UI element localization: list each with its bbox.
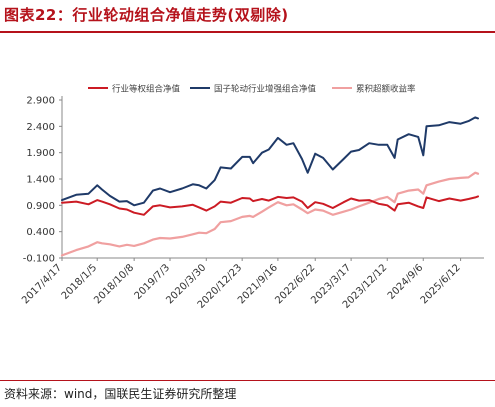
- x-tick-label: 2018/10/8: [92, 262, 136, 306]
- y-tick-label: 1.400: [26, 175, 55, 186]
- x-tick-label: 2017/4/17: [20, 262, 64, 306]
- title-rule: [0, 31, 495, 33]
- line-chart: -0.100 0.400 0.900 1.400 1.900 2.400 2.900 2017…: [20, 84, 484, 311]
- series-line-0: [61, 195, 479, 216]
- y-tick-label: 0.900: [26, 201, 55, 212]
- y-tick-label: 1.900: [26, 148, 55, 159]
- series-line-1: [61, 116, 479, 207]
- figure-source: 资料来源：wind，国联民生证券研究所整理: [4, 387, 237, 401]
- series-line-2: [60, 171, 480, 257]
- x-tick-label: 2025/6/12: [419, 262, 463, 306]
- y-tick-label: 2.400: [26, 122, 55, 133]
- chart-area: -0.100 0.400 0.900 1.400 1.900 2.400 2.900 2017…: [0, 76, 495, 376]
- legend-label-1: 国子轮动行业增强组合净值: [214, 84, 317, 95]
- x-tick-label: 2024/9/6: [386, 262, 426, 302]
- y-tick-label: 2.900: [26, 96, 55, 107]
- y-tick-label: 0.400: [26, 227, 55, 238]
- legend-label-2: 累积超额收益率: [356, 84, 416, 95]
- figure-title: 图表22：行业轮动组合净值走势(双剔除): [4, 6, 289, 24]
- y-tick-label: -0.100: [23, 254, 55, 265]
- source-rule: [0, 380, 495, 381]
- legend-label-0: 行业等权组合净值: [112, 84, 181, 95]
- x-tick-label: 2018/1/5: [60, 262, 100, 302]
